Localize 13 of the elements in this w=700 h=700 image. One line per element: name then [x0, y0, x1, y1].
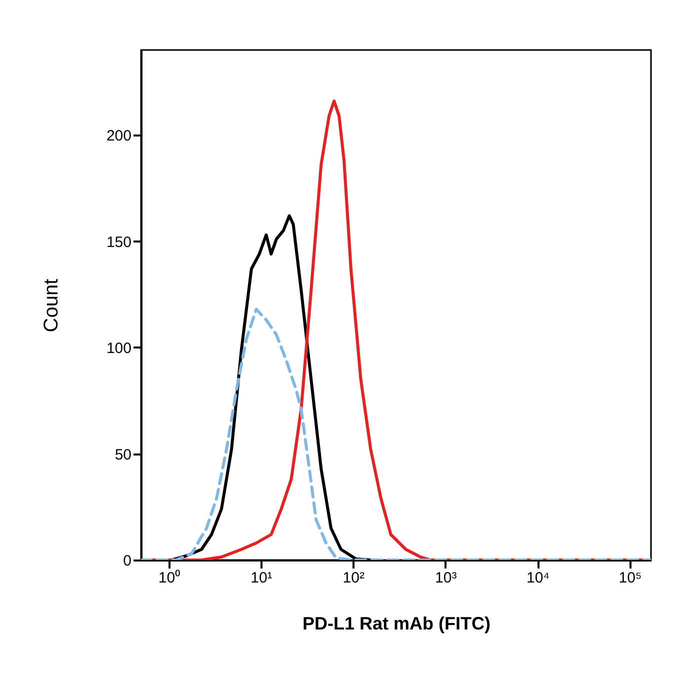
- x-axis-title: PD-L1 Rat mAb (FITC): [302, 614, 490, 634]
- x-tick-label: 10²: [342, 570, 364, 586]
- y-tick-label: 100: [106, 340, 132, 357]
- y-tick-label: 150: [106, 234, 132, 251]
- x-tick-label: 10³: [435, 570, 457, 586]
- y-tick-label: 200: [106, 128, 132, 144]
- x-tick-label: 10⁴: [526, 570, 550, 586]
- x-tick-label: 10⁵: [618, 570, 642, 586]
- y-axis-title: Count: [40, 278, 62, 332]
- y-tick-label: 50: [114, 446, 132, 464]
- x-tick-label: 10¹: [250, 570, 272, 586]
- y-tick-label: 0: [123, 552, 132, 570]
- x-tick-label: 10⁰: [158, 570, 180, 586]
